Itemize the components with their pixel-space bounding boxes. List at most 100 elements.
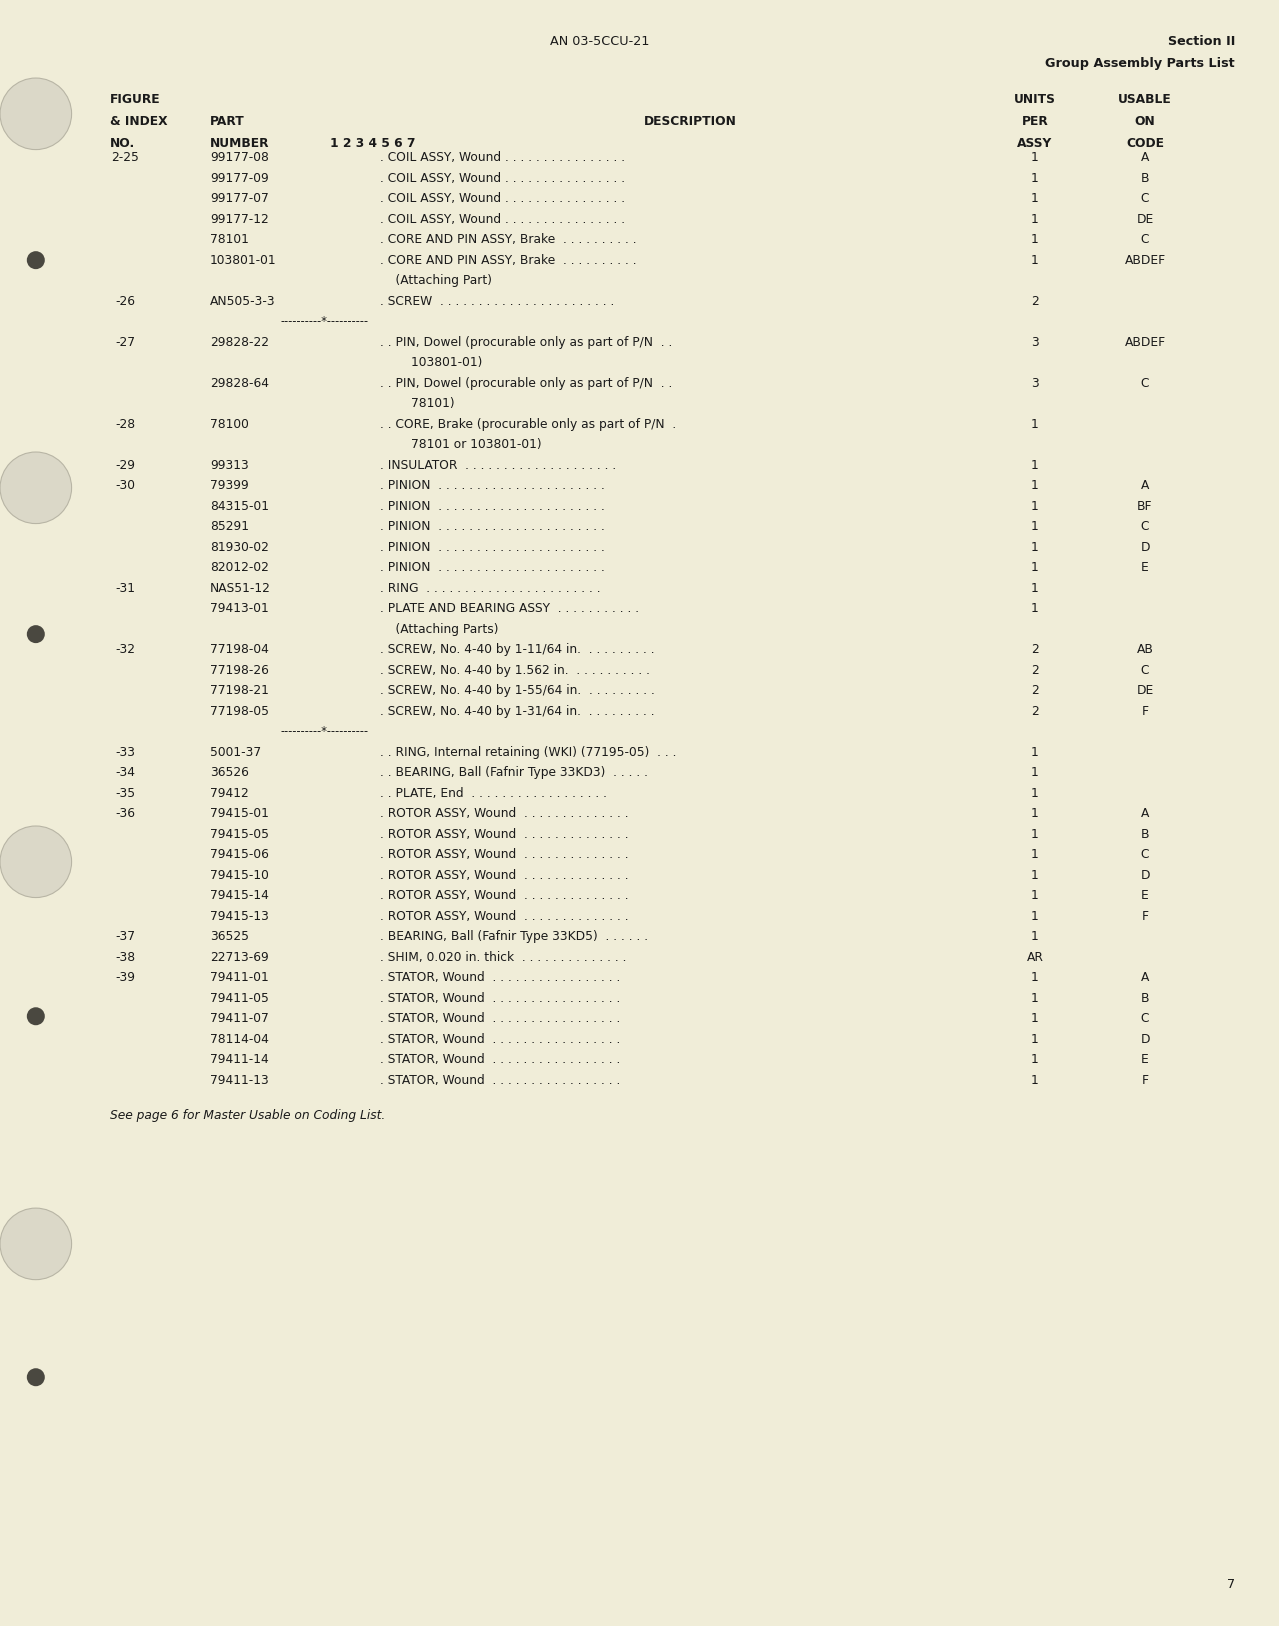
- Text: 79415-01: 79415-01: [210, 806, 269, 820]
- Text: 99177-09: 99177-09: [210, 171, 269, 184]
- Text: 2: 2: [1031, 685, 1039, 698]
- Text: 1 2 3 4 5 6 7: 1 2 3 4 5 6 7: [330, 137, 416, 150]
- Text: 78101 or 103801-01): 78101 or 103801-01): [380, 437, 541, 450]
- Ellipse shape: [0, 452, 72, 524]
- Text: 81930-02: 81930-02: [210, 540, 269, 553]
- Text: 1: 1: [1031, 1073, 1039, 1086]
- Text: NO.: NO.: [110, 137, 136, 150]
- Text: 78101): 78101): [380, 397, 454, 410]
- Text: 1: 1: [1031, 806, 1039, 820]
- Ellipse shape: [27, 1367, 45, 1387]
- Text: 1: 1: [1031, 540, 1039, 553]
- Text: . ROTOR ASSY, Wound  . . . . . . . . . . . . . .: . ROTOR ASSY, Wound . . . . . . . . . . …: [380, 828, 628, 841]
- Text: 79411-01: 79411-01: [210, 971, 269, 984]
- Text: 1: 1: [1031, 602, 1039, 615]
- Text: A: A: [1141, 806, 1150, 820]
- Text: 1: 1: [1031, 171, 1039, 184]
- Text: 99177-08: 99177-08: [210, 151, 269, 164]
- Text: . PINION  . . . . . . . . . . . . . . . . . . . . . .: . PINION . . . . . . . . . . . . . . . .…: [380, 520, 605, 533]
- Text: C: C: [1141, 663, 1150, 676]
- Text: 103801-01): 103801-01): [380, 356, 482, 369]
- Text: 1: 1: [1031, 418, 1039, 431]
- Text: 1: 1: [1031, 868, 1039, 881]
- Text: 1: 1: [1031, 499, 1039, 512]
- Text: 1: 1: [1031, 889, 1039, 902]
- Text: . PINION  . . . . . . . . . . . . . . . . . . . . . .: . PINION . . . . . . . . . . . . . . . .…: [380, 499, 605, 512]
- Text: 2: 2: [1031, 642, 1039, 655]
- Text: ASSY: ASSY: [1017, 137, 1053, 150]
- Text: . PINION  . . . . . . . . . . . . . . . . . . . . . .: . PINION . . . . . . . . . . . . . . . .…: [380, 540, 605, 553]
- Text: E: E: [1141, 889, 1149, 902]
- Text: . COIL ASSY, Wound . . . . . . . . . . . . . . . .: . COIL ASSY, Wound . . . . . . . . . . .…: [380, 171, 625, 184]
- Text: F: F: [1141, 1073, 1149, 1086]
- Text: 1: 1: [1031, 971, 1039, 984]
- Text: AB: AB: [1137, 642, 1154, 655]
- Text: -28: -28: [115, 418, 136, 431]
- Text: See page 6 for Master Usable on Coding List.: See page 6 for Master Usable on Coding L…: [110, 1109, 385, 1122]
- Text: . COIL ASSY, Wound . . . . . . . . . . . . . . . .: . COIL ASSY, Wound . . . . . . . . . . .…: [380, 213, 625, 226]
- Text: 84315-01: 84315-01: [210, 499, 269, 512]
- Text: 85291: 85291: [210, 520, 249, 533]
- Text: 2: 2: [1031, 294, 1039, 307]
- Text: 1: 1: [1031, 254, 1039, 267]
- Text: . STATOR, Wound  . . . . . . . . . . . . . . . . .: . STATOR, Wound . . . . . . . . . . . . …: [380, 1033, 620, 1046]
- Text: 77198-05: 77198-05: [210, 704, 269, 717]
- Text: 2: 2: [1031, 704, 1039, 717]
- Text: . ROTOR ASSY, Wound  . . . . . . . . . . . . . .: . ROTOR ASSY, Wound . . . . . . . . . . …: [380, 889, 628, 902]
- Text: . ROTOR ASSY, Wound  . . . . . . . . . . . . . .: . ROTOR ASSY, Wound . . . . . . . . . . …: [380, 868, 628, 881]
- Text: F: F: [1141, 704, 1149, 717]
- Text: B: B: [1141, 992, 1150, 1005]
- Text: AN505-3-3: AN505-3-3: [210, 294, 276, 307]
- Text: & INDEX: & INDEX: [110, 115, 168, 128]
- Text: 78100: 78100: [210, 418, 249, 431]
- Text: C: C: [1141, 1011, 1150, 1024]
- Text: 99177-12: 99177-12: [210, 213, 269, 226]
- Text: 22713-69: 22713-69: [210, 951, 269, 964]
- Text: . ROTOR ASSY, Wound  . . . . . . . . . . . . . .: . ROTOR ASSY, Wound . . . . . . . . . . …: [380, 806, 628, 820]
- Text: C: C: [1141, 192, 1150, 205]
- Text: 1: 1: [1031, 787, 1039, 800]
- Text: 1: 1: [1031, 459, 1039, 472]
- Text: BF: BF: [1137, 499, 1152, 512]
- Ellipse shape: [0, 1208, 72, 1280]
- Text: 82012-02: 82012-02: [210, 561, 269, 574]
- Text: . SCREW, No. 4-40 by 1-55/64 in.  . . . . . . . . .: . SCREW, No. 4-40 by 1-55/64 in. . . . .…: [380, 685, 655, 698]
- Text: . SCREW  . . . . . . . . . . . . . . . . . . . . . . .: . SCREW . . . . . . . . . . . . . . . . …: [380, 294, 614, 307]
- Text: -39: -39: [115, 971, 136, 984]
- Text: . STATOR, Wound  . . . . . . . . . . . . . . . . .: . STATOR, Wound . . . . . . . . . . . . …: [380, 992, 620, 1005]
- Text: 79415-13: 79415-13: [210, 909, 269, 922]
- Text: -27: -27: [115, 335, 136, 348]
- Ellipse shape: [0, 78, 72, 150]
- Text: DESCRIPTION: DESCRIPTION: [643, 115, 737, 128]
- Text: 29828-22: 29828-22: [210, 335, 269, 348]
- Text: 78101: 78101: [210, 233, 249, 246]
- Text: 1: 1: [1031, 828, 1039, 841]
- Text: 29828-64: 29828-64: [210, 377, 269, 390]
- Text: . INSULATOR  . . . . . . . . . . . . . . . . . . . .: . INSULATOR . . . . . . . . . . . . . . …: [380, 459, 616, 472]
- Text: . PINION  . . . . . . . . . . . . . . . . . . . . . .: . PINION . . . . . . . . . . . . . . . .…: [380, 480, 605, 493]
- Text: 79415-14: 79415-14: [210, 889, 269, 902]
- Text: -31: -31: [115, 582, 136, 595]
- Text: E: E: [1141, 561, 1149, 574]
- Text: 1: 1: [1031, 745, 1039, 758]
- Text: 79415-05: 79415-05: [210, 828, 269, 841]
- Text: DE: DE: [1136, 213, 1154, 226]
- Text: C: C: [1141, 849, 1150, 862]
- Text: 1: 1: [1031, 1011, 1039, 1024]
- Text: CODE: CODE: [1126, 137, 1164, 150]
- Text: -29: -29: [115, 459, 136, 472]
- Text: UNITS: UNITS: [1014, 93, 1056, 106]
- Text: DE: DE: [1136, 685, 1154, 698]
- Text: 1: 1: [1031, 930, 1039, 943]
- Text: ----------*----------: ----------*----------: [281, 315, 370, 328]
- Text: 1: 1: [1031, 151, 1039, 164]
- Text: 99177-07: 99177-07: [210, 192, 269, 205]
- Text: . ROTOR ASSY, Wound  . . . . . . . . . . . . . .: . ROTOR ASSY, Wound . . . . . . . . . . …: [380, 909, 628, 922]
- Text: 36525: 36525: [210, 930, 249, 943]
- Text: 79411-13: 79411-13: [210, 1073, 269, 1086]
- Text: . CORE AND PIN ASSY, Brake  . . . . . . . . . .: . CORE AND PIN ASSY, Brake . . . . . . .…: [380, 233, 637, 246]
- Text: AN 03-5CCU-21: AN 03-5CCU-21: [550, 36, 650, 49]
- Text: 79412: 79412: [210, 787, 248, 800]
- Text: A: A: [1141, 151, 1150, 164]
- Text: 79415-06: 79415-06: [210, 849, 269, 862]
